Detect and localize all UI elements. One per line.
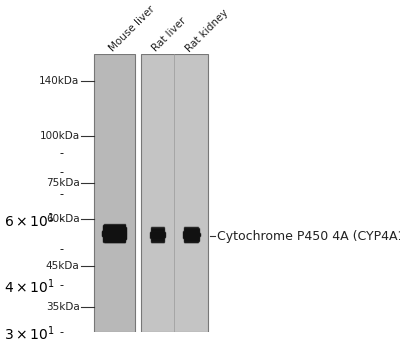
- Text: 75kDa: 75kDa: [46, 178, 80, 188]
- Text: 45kDa: 45kDa: [46, 261, 80, 271]
- Text: Cytochrome P450 4A (CYP4A11): Cytochrome P450 4A (CYP4A11): [217, 230, 400, 243]
- Text: 60kDa: 60kDa: [46, 214, 80, 224]
- Text: Rat kidney: Rat kidney: [184, 7, 230, 53]
- Text: 100kDa: 100kDa: [39, 131, 80, 141]
- Text: 140kDa: 140kDa: [39, 76, 80, 86]
- Bar: [140, 54, 208, 332]
- Text: Mouse liver: Mouse liver: [107, 4, 156, 53]
- Text: Rat liver: Rat liver: [150, 16, 188, 53]
- Text: 35kDa: 35kDa: [46, 302, 80, 312]
- Bar: [94, 54, 135, 332]
